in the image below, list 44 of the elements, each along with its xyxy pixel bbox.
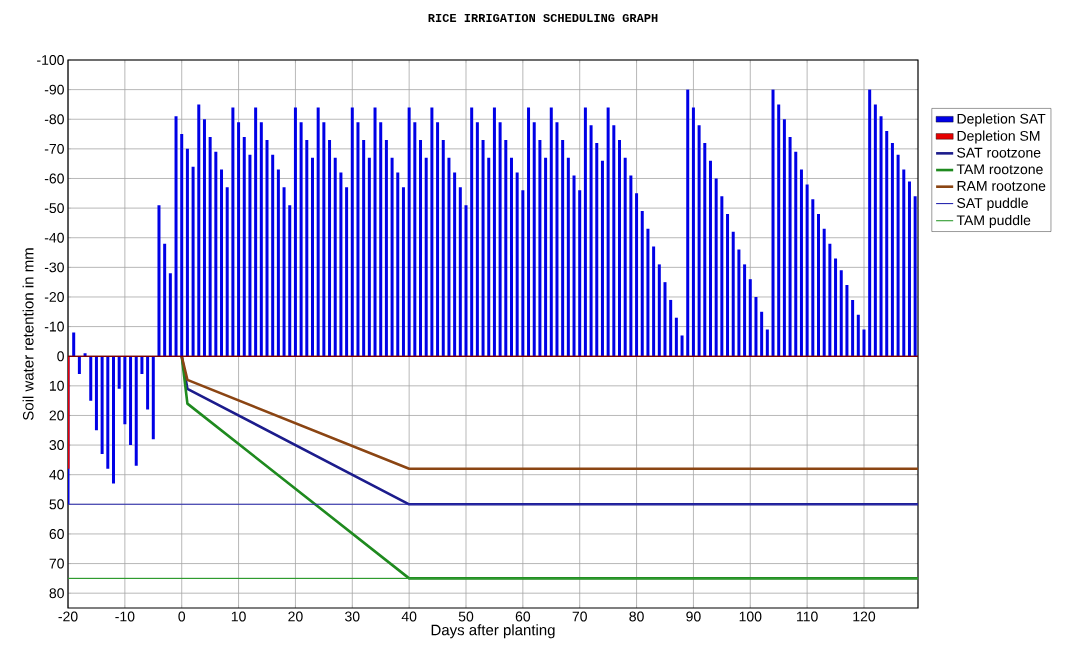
y-tick-label: 20 bbox=[49, 410, 64, 421]
x-tick-label: 100 bbox=[739, 611, 762, 622]
y-tick-label: -50 bbox=[44, 203, 64, 214]
y-tick-label: -70 bbox=[44, 143, 64, 154]
y-tick-label: -10 bbox=[44, 321, 64, 332]
x-tick-label: 60 bbox=[515, 611, 531, 622]
y-tick-label: -30 bbox=[44, 262, 64, 273]
y-tick-label: -100 bbox=[37, 55, 64, 65]
y-tick-label: 10 bbox=[49, 380, 64, 391]
x-tick-label: 110 bbox=[797, 611, 818, 622]
x-tick-label: 120 bbox=[853, 611, 876, 622]
x-tick-label: 10 bbox=[231, 611, 246, 622]
x-tick-label: 30 bbox=[345, 611, 360, 622]
x-tick-label: 90 bbox=[686, 611, 701, 622]
y-tick-label: -80 bbox=[44, 114, 64, 125]
legend-label: TAM puddle bbox=[956, 214, 1031, 228]
legend-label: Depletion SAT bbox=[957, 113, 1046, 127]
y-tick-label: 40 bbox=[49, 469, 64, 480]
legend-label: RAM rootzone bbox=[957, 181, 1046, 191]
legend-label: SAT puddle bbox=[957, 197, 1028, 211]
y-tick-label: -20 bbox=[44, 292, 64, 302]
x-tick-label: 20 bbox=[288, 611, 303, 622]
legend-label: Depletion SM bbox=[957, 130, 1040, 144]
y-tick-label: -40 bbox=[44, 232, 64, 243]
y-tick-label: 0 bbox=[57, 351, 64, 362]
legend-label: SAT rootzone bbox=[957, 147, 1041, 158]
y-axis-title: Soil water retention in mm bbox=[22, 248, 34, 421]
y-tick-label: 80 bbox=[49, 588, 64, 599]
y-tick-label: 30 bbox=[49, 440, 64, 451]
chart-title: RICE IRRIGATION SCHEDULING GRAPH bbox=[428, 13, 658, 23]
x-tick-label: 80 bbox=[629, 611, 644, 622]
y-tick-label: -90 bbox=[44, 84, 64, 95]
x-tick-label: 70 bbox=[572, 611, 587, 622]
y-tick-label: 70 bbox=[49, 558, 64, 569]
x-tick-label: -20 bbox=[58, 611, 78, 622]
x-axis-title: Days after planting bbox=[431, 624, 555, 639]
y-tick-label: 60 bbox=[49, 528, 64, 539]
x-tick-label: 40 bbox=[401, 611, 417, 622]
y-tick-label: -60 bbox=[44, 173, 64, 184]
legend-label: TAM rootzone bbox=[956, 164, 1043, 175]
x-tick-label: 50 bbox=[458, 611, 474, 622]
x-tick-label: 0 bbox=[178, 611, 186, 622]
x-tick-label: -10 bbox=[115, 611, 135, 622]
y-tick-label: 50 bbox=[49, 499, 64, 510]
